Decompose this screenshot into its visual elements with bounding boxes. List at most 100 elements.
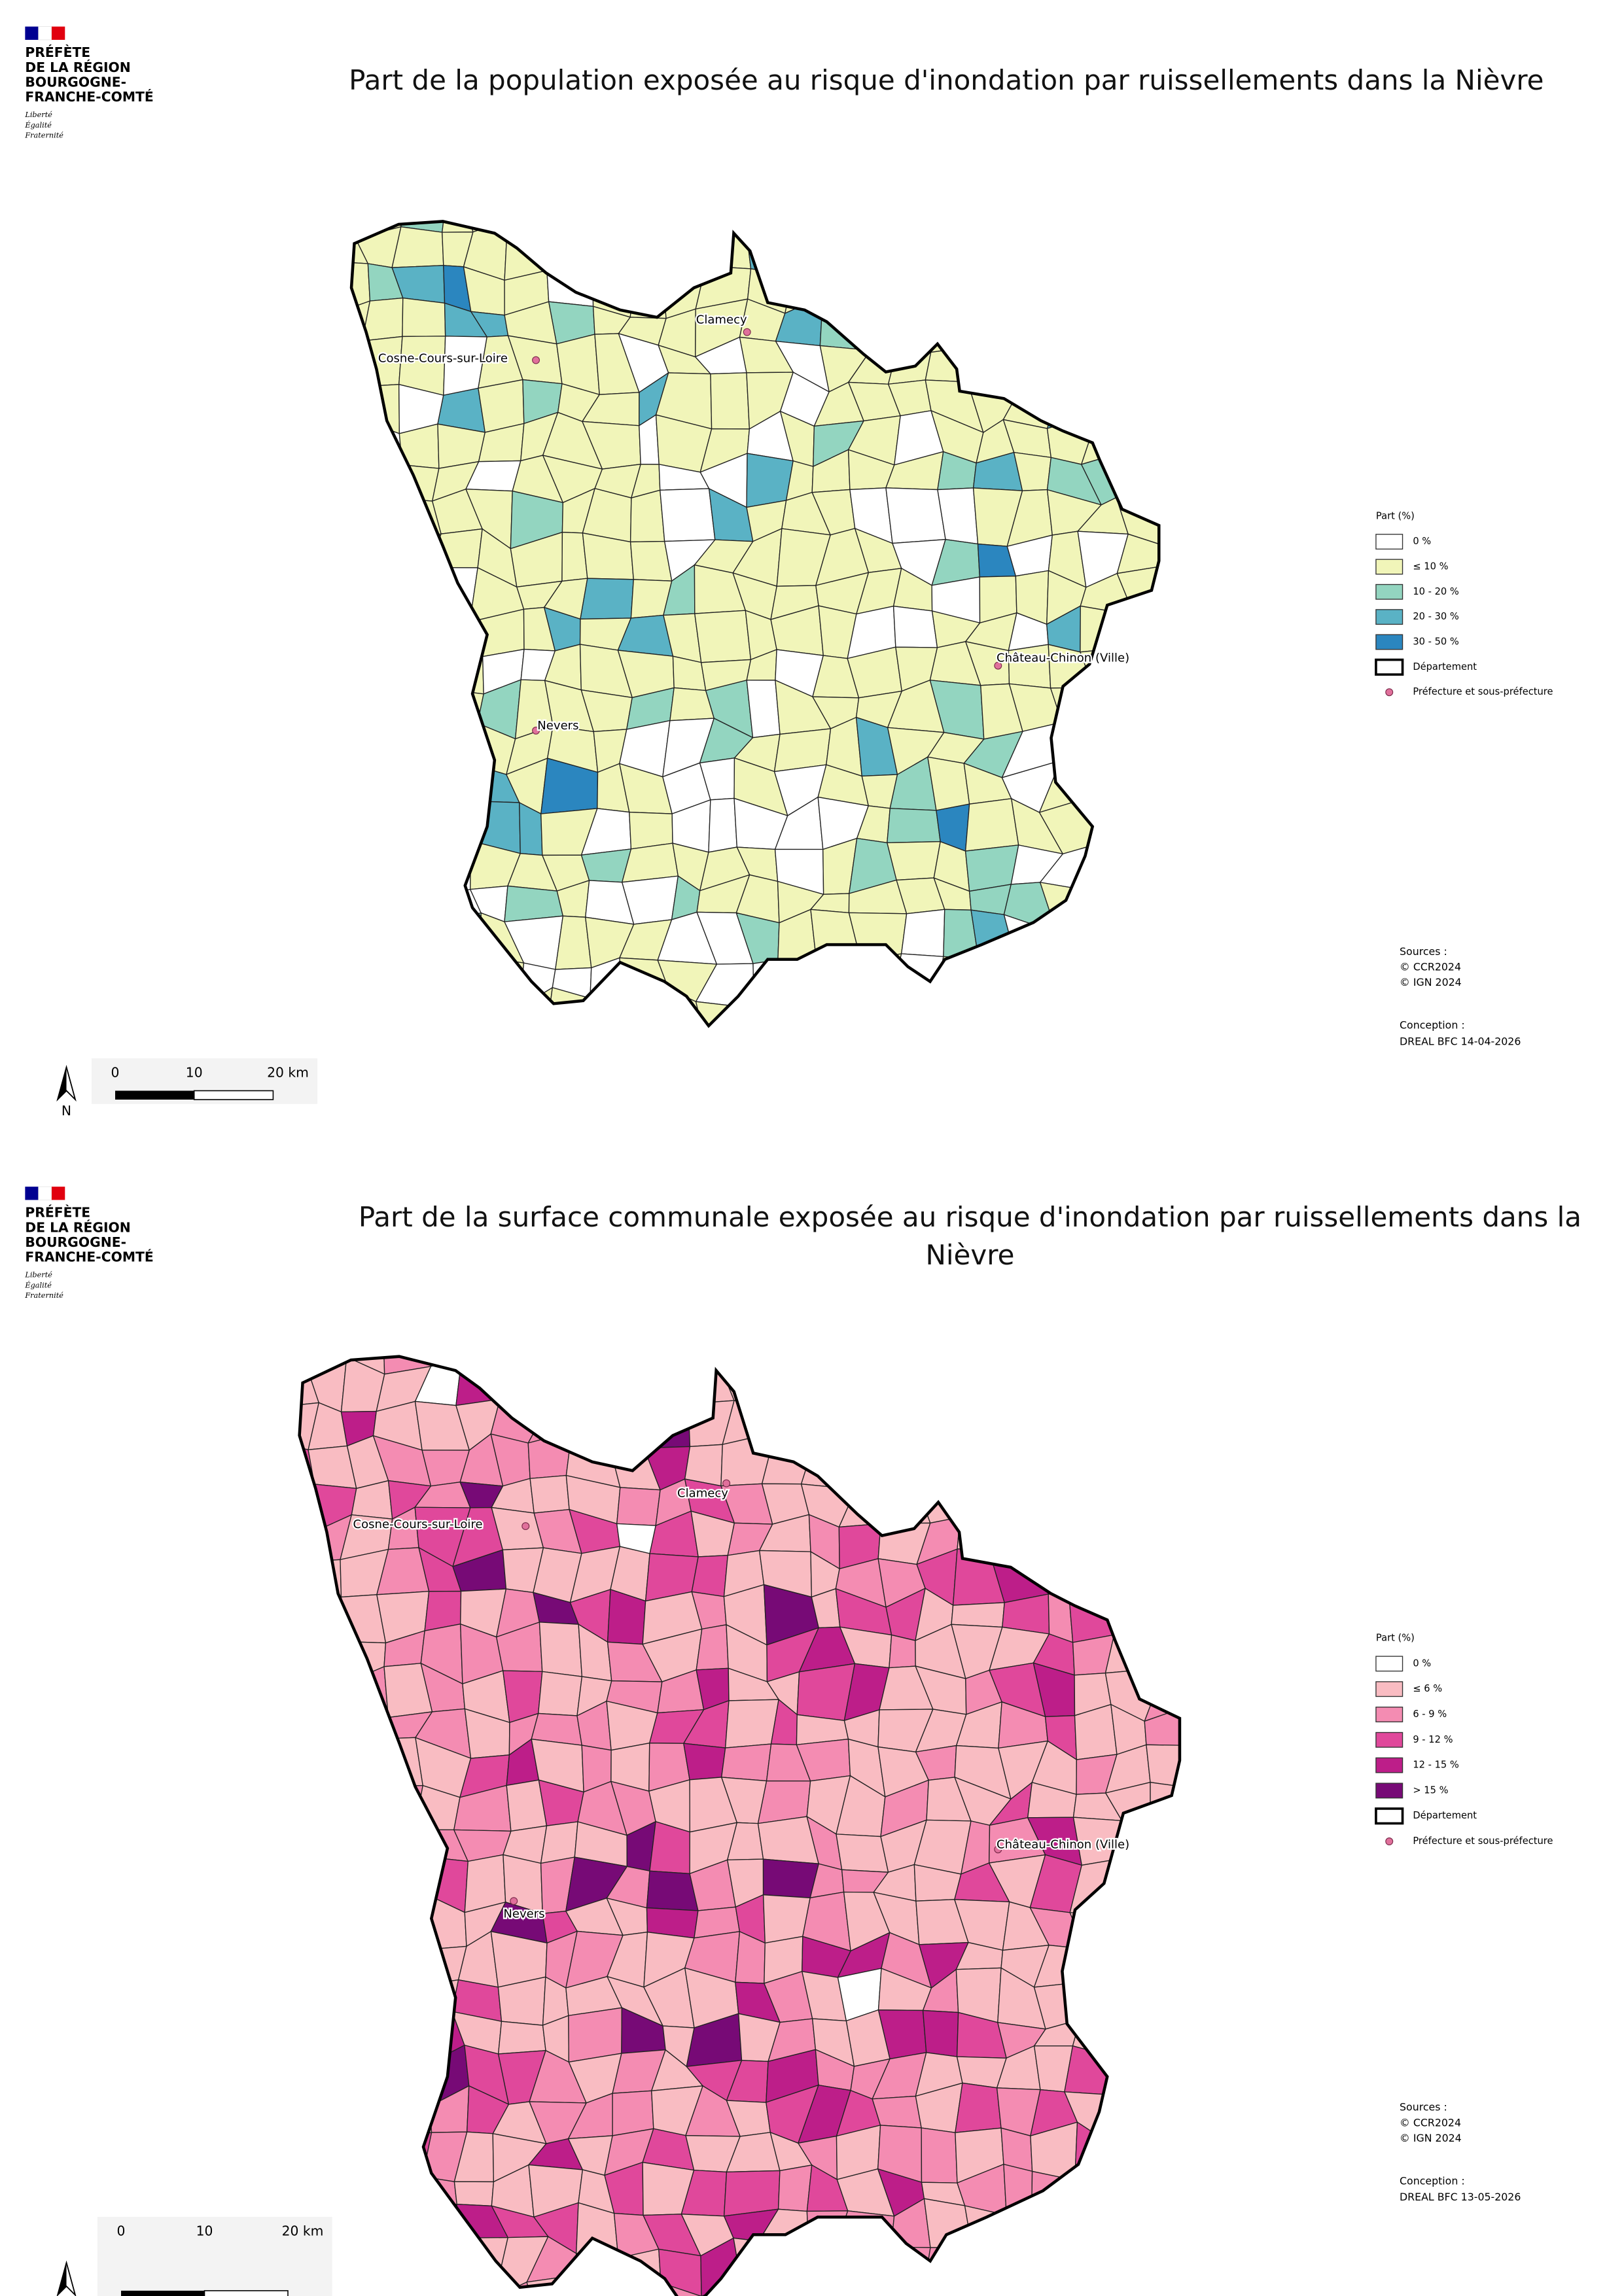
sources: © CCR2024 [1400, 961, 1461, 973]
legend-label: 30 - 50 % [1413, 636, 1459, 648]
place-label: Nevers [503, 1907, 544, 1921]
commune [351, 221, 362, 239]
legend-swatch [1375, 1731, 1403, 1748]
commune [395, 814, 446, 847]
commune [1126, 921, 1159, 954]
commune [1184, 1432, 1227, 1491]
commune [659, 488, 716, 542]
commune [1068, 1510, 1115, 1564]
scale-label: 0 [111, 1064, 120, 1080]
legend-label: 10 - 20 % [1413, 586, 1459, 597]
prefecture-dot [532, 726, 540, 735]
commune [343, 2280, 391, 2296]
commune [847, 986, 894, 1026]
commune [1104, 1526, 1159, 1561]
commune [351, 536, 367, 566]
legend-department [1375, 658, 1404, 676]
prefecture-dot [743, 328, 751, 336]
logo-motto: Fraternité [24, 131, 63, 140]
commune [342, 2122, 394, 2183]
legend-swatch [1375, 1783, 1403, 1799]
commune [697, 1356, 724, 1371]
commune [710, 372, 750, 430]
commune [774, 1029, 819, 1070]
commune [1126, 837, 1159, 882]
commune [1064, 2045, 1127, 2095]
commune [1156, 1909, 1180, 1950]
commune [1104, 1909, 1161, 1950]
commune [392, 604, 438, 663]
commune [299, 1622, 321, 1683]
commune [1002, 300, 1058, 352]
commune [1188, 2140, 1224, 2167]
prefecture-dot [722, 1479, 731, 1487]
commune [746, 680, 781, 739]
commune [978, 958, 1017, 1008]
logo-text: DE LA RÉGION [25, 1219, 130, 1235]
commune [1146, 1975, 1180, 2014]
commune [885, 487, 946, 544]
commune [351, 611, 364, 661]
commune [887, 808, 941, 843]
commune [1145, 1823, 1180, 1873]
commune [1134, 736, 1159, 778]
commune [1156, 468, 1159, 510]
commune [1181, 2282, 1231, 2296]
commune [952, 1401, 1006, 1448]
commune [376, 1975, 433, 2016]
legend-swatch [1375, 534, 1403, 550]
commune [455, 2284, 501, 2296]
commune [1071, 1356, 1112, 1374]
commune [1040, 257, 1097, 314]
commune [377, 2245, 430, 2296]
commune [351, 300, 371, 349]
commune [808, 996, 871, 1026]
commune [886, 841, 941, 881]
commune [609, 1356, 646, 1415]
commune [931, 273, 985, 304]
commune [921, 2127, 958, 2183]
commune [519, 986, 554, 1026]
commune [302, 1356, 354, 1358]
commune [395, 1029, 439, 1070]
commune [998, 1356, 1042, 1357]
commune [872, 1481, 931, 1524]
commune [1168, 722, 1210, 773]
commune [420, 2237, 458, 2296]
commune [1080, 262, 1137, 309]
commune [845, 1356, 889, 1375]
commune [1104, 1853, 1158, 1915]
commune [1152, 1522, 1180, 1565]
commune [808, 1359, 847, 1414]
commune [1039, 882, 1097, 933]
commune [353, 764, 410, 817]
commune [444, 800, 472, 847]
commune [1074, 2121, 1120, 2182]
commune [1143, 2095, 1180, 2142]
commune [1190, 1563, 1222, 1603]
commune [1140, 1637, 1180, 1669]
commune [959, 1472, 1000, 1518]
commune [1154, 1559, 1180, 1608]
logo-flag [25, 26, 65, 41]
commune [1164, 602, 1203, 657]
commune [1040, 308, 1097, 342]
commune [364, 683, 406, 737]
commune [351, 565, 398, 617]
commune [339, 1930, 391, 1977]
commune [400, 221, 446, 233]
commune [504, 221, 555, 281]
legend-label: 9 - 12 % [1413, 1734, 1453, 1745]
commune [1116, 262, 1159, 306]
commune [612, 2090, 654, 2136]
commune [987, 1512, 1044, 1559]
commune [413, 2176, 458, 2210]
commune [377, 1856, 434, 1898]
commune [1117, 2286, 1165, 2296]
commune [974, 1034, 1011, 1074]
commune [382, 1356, 432, 1375]
place-label: Cosne-Cours-sur-Loire [353, 1518, 483, 1531]
commune [527, 1356, 574, 1374]
